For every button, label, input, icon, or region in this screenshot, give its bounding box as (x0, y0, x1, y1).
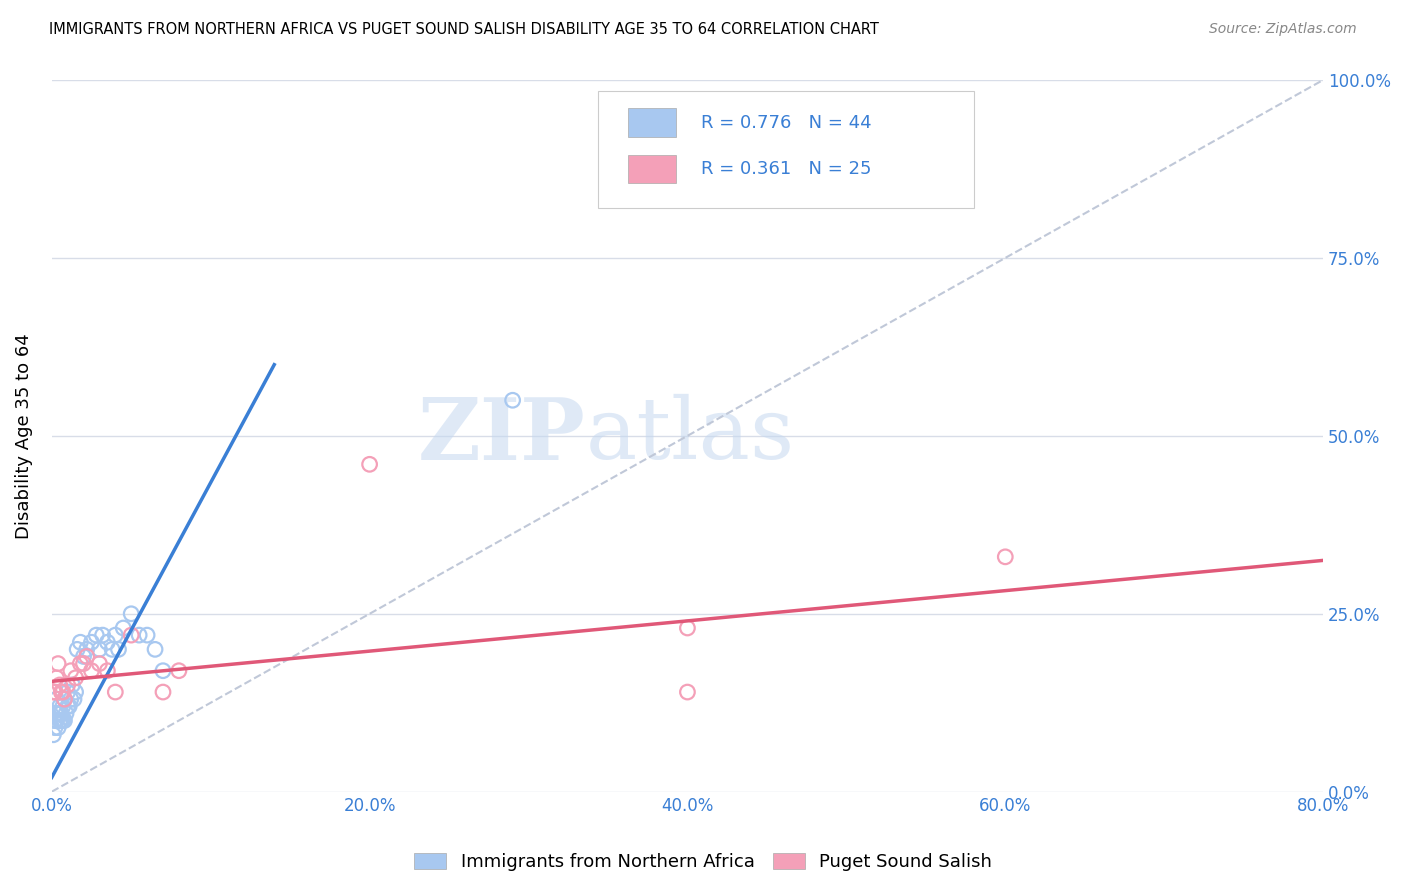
Point (676, 621, 699, 635)
Point (53, 692, 76, 706)
Point (53, 714, 76, 728)
Point (48, 714, 70, 728)
Point (44, 721, 66, 735)
Point (72, 657, 94, 671)
Point (42, 728, 65, 742)
Point (55, 706, 77, 721)
Text: ZIP: ZIP (418, 394, 586, 478)
Point (72, 649, 94, 664)
Point (104, 628, 127, 642)
Bar (627, 154, 676, 183)
Point (676, 685, 699, 699)
Point (45, 671, 67, 685)
Point (48, 699, 70, 714)
Point (101, 642, 124, 657)
Point (52, 714, 75, 728)
Bar (627, 109, 676, 136)
Text: R = 0.361   N = 25: R = 0.361 N = 25 (702, 160, 872, 178)
Point (56, 678, 79, 692)
Point (143, 642, 166, 657)
Point (152, 685, 174, 699)
Point (96, 635, 118, 649)
Point (56, 699, 79, 714)
Point (46, 657, 69, 671)
Point (65, 685, 87, 699)
Legend: Immigrants from Northern Africa, Puget Sound Salish: Immigrants from Northern Africa, Puget S… (406, 846, 1000, 879)
Point (91, 628, 114, 642)
Point (80, 635, 103, 649)
Point (69, 635, 91, 649)
Point (46, 706, 69, 721)
Point (120, 628, 142, 642)
Point (84, 628, 107, 642)
Text: IMMIGRANTS FROM NORTHERN AFRICA VS PUGET SOUND SALISH DISABILITY AGE 35 TO 64 CO: IMMIGRANTS FROM NORTHERN AFRICA VS PUGET… (49, 22, 879, 37)
Point (56, 685, 79, 699)
Y-axis label: Disability Age 35 to 64: Disability Age 35 to 64 (15, 333, 32, 539)
Point (994, 549, 1017, 564)
Point (51, 714, 73, 728)
Point (104, 685, 127, 699)
Point (52, 699, 75, 714)
Point (52, 685, 75, 699)
Point (136, 628, 159, 642)
Text: Source: ZipAtlas.com: Source: ZipAtlas.com (1209, 22, 1357, 37)
Point (76, 649, 98, 664)
Point (53, 692, 76, 706)
Point (76, 642, 98, 657)
Point (45, 714, 67, 728)
Point (167, 664, 190, 678)
Point (58, 699, 80, 714)
Point (48, 678, 70, 692)
Point (45, 692, 67, 706)
Point (120, 607, 142, 621)
Point (44, 714, 66, 728)
Point (66, 642, 89, 657)
Point (359, 458, 381, 472)
Point (89, 642, 111, 657)
Point (48, 706, 70, 721)
Point (65, 671, 87, 685)
Point (502, 393, 524, 408)
Point (89, 657, 111, 671)
Point (51, 706, 73, 721)
Point (51, 685, 73, 699)
Point (59, 692, 82, 706)
Text: atlas: atlas (586, 394, 794, 477)
Point (62, 678, 84, 692)
Point (107, 642, 129, 657)
Point (69, 657, 91, 671)
Point (44, 685, 66, 699)
Point (112, 621, 135, 635)
Point (45, 706, 67, 721)
Point (63, 692, 86, 706)
Point (42, 685, 65, 699)
FancyBboxPatch shape (599, 91, 973, 208)
Point (59, 664, 82, 678)
Text: R = 0.776   N = 44: R = 0.776 N = 44 (702, 113, 872, 132)
Point (152, 664, 174, 678)
Point (46, 721, 69, 735)
Point (128, 628, 150, 642)
Point (80, 664, 103, 678)
Point (96, 664, 118, 678)
